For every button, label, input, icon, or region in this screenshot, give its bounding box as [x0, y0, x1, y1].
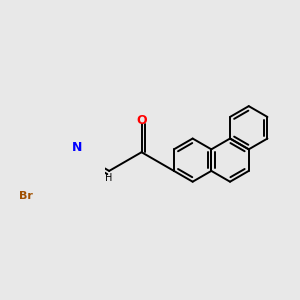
- Text: H: H: [106, 173, 113, 183]
- Text: N: N: [72, 141, 82, 154]
- Text: Br: Br: [19, 191, 33, 201]
- Text: O: O: [136, 114, 147, 127]
